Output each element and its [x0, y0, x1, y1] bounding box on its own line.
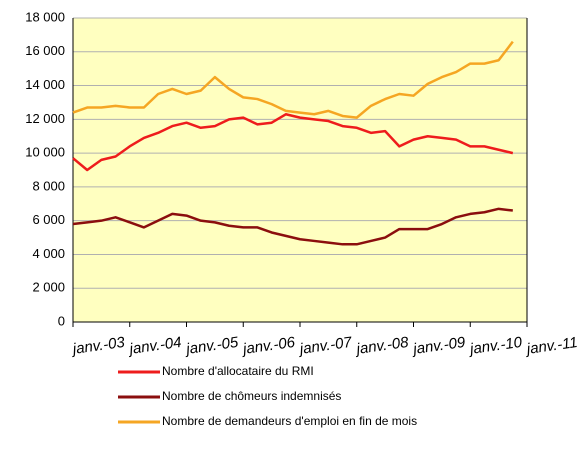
x-tick-label: janv.-11	[524, 334, 579, 358]
legend-label: Nombre de chômeurs indemnisés	[162, 389, 341, 403]
y-tick-label: 10 000	[25, 145, 65, 160]
y-tick-label: 14 000	[25, 77, 65, 92]
legend-label: Nombre d'allocataire du RMI	[162, 364, 314, 378]
series-line	[72, 40, 514, 119]
y-tick-label: 2 000	[32, 280, 65, 295]
y-tick-label: 8 000	[32, 178, 65, 193]
x-tick-label: janv.-05	[183, 334, 240, 358]
plot-area	[73, 18, 527, 322]
y-tick-label: 4 000	[32, 246, 65, 261]
series-line	[72, 207, 513, 246]
series-line	[72, 113, 514, 172]
x-tick-label: janv.-09	[410, 334, 467, 358]
x-tick-label: janv.-03	[70, 334, 127, 358]
y-tick-label: 12 000	[25, 111, 65, 126]
y-tick-label: 6 000	[32, 212, 65, 227]
x-tick-label: janv.-07	[297, 334, 354, 358]
x-tick-label: janv.-10	[467, 334, 524, 358]
y-tick-label: 18 000	[25, 9, 65, 24]
x-tick-label: janv.-08	[354, 334, 411, 358]
legend-label: Nombre de demandeurs d'emploi en fin de …	[162, 414, 417, 428]
x-tick-label: janv.-06	[240, 334, 297, 358]
y-tick-label: 16 000	[25, 43, 65, 58]
x-tick-label: janv.-04	[127, 334, 183, 358]
y-tick-label: 0	[58, 313, 65, 328]
